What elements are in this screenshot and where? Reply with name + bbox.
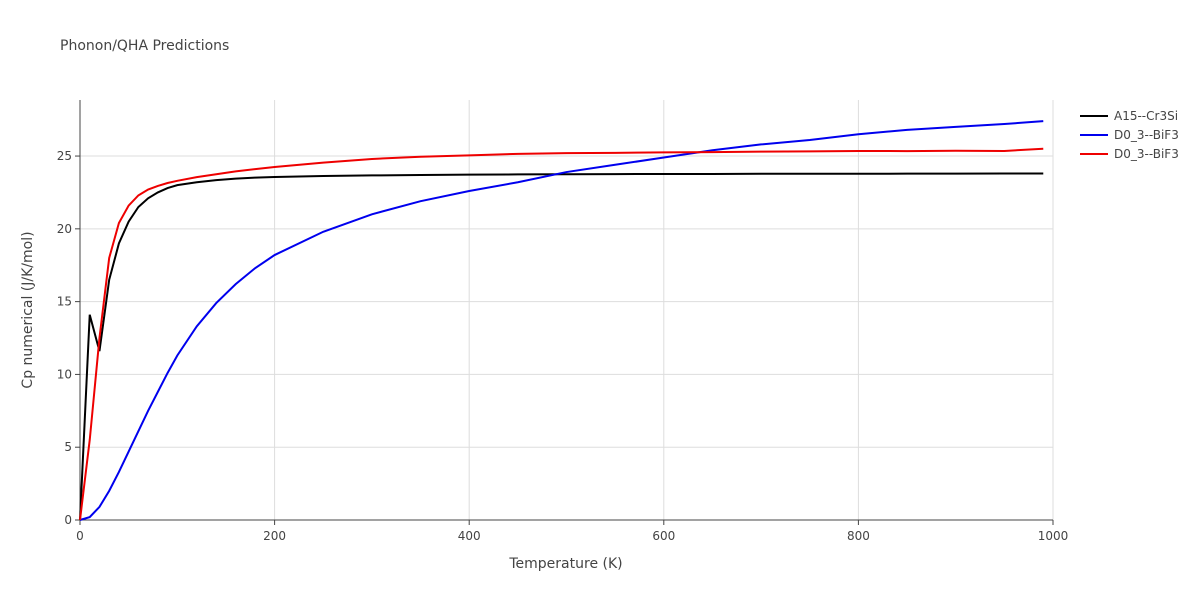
x-tick-label: 200: [263, 529, 286, 543]
y-axis-title: Cp numerical (J/K/mol): [20, 231, 36, 388]
y-tick-label: 0: [64, 513, 72, 527]
legend-label: D0_3--BiF3: [1114, 147, 1179, 161]
x-tick-label: 1000: [1038, 529, 1069, 543]
series-line: [79, 172, 1044, 521]
chart-title: Phonon/QHA Predictions: [60, 38, 229, 54]
x-tick-label: 0: [76, 529, 84, 543]
x-tick-label: 400: [458, 529, 481, 543]
series-line: [79, 147, 1044, 521]
x-axis-title: Temperature (K): [508, 556, 622, 572]
legend-label: A15--Cr3Si: [1114, 109, 1178, 123]
y-tick-label: 5: [64, 440, 72, 454]
y-tick-label: 10: [57, 367, 72, 381]
legend-label: D0_3--BiF3: [1114, 128, 1179, 142]
y-tick-label: 25: [57, 149, 72, 163]
y-tick-label: 15: [57, 295, 72, 309]
series-line: [79, 120, 1044, 521]
x-tick-label: 600: [652, 529, 675, 543]
x-tick-label: 800: [847, 529, 870, 543]
y-tick-label: 20: [57, 222, 72, 236]
